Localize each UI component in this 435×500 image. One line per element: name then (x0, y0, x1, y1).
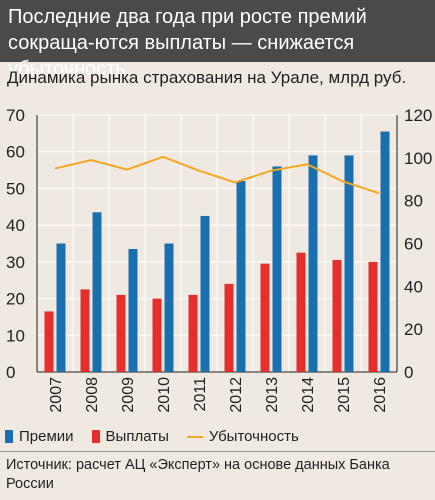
legend-swatch-vyplaty (91, 430, 100, 443)
right-tick-label: 120 (404, 106, 432, 125)
bar-vyplaty (188, 294, 198, 372)
line-ubytochnost (54, 155, 380, 195)
bar-premii (164, 243, 174, 372)
legend-swatch-premii (5, 430, 13, 443)
left-tick-label: 60 (6, 143, 25, 162)
left-tick-label: 0 (6, 363, 15, 382)
right-tick-label: 60 (404, 235, 423, 254)
bar-vyplaty (260, 263, 270, 372)
left-tick-label: 10 (6, 326, 25, 345)
bar-premii (56, 243, 66, 372)
bar-premii (92, 212, 102, 372)
left-tick-label: 70 (6, 106, 25, 125)
right-tick-label: 40 (404, 277, 423, 296)
bar-premii (128, 249, 138, 372)
x-tick-label: 2009 (120, 377, 137, 413)
bar-premii (236, 181, 246, 372)
bar-premii (308, 155, 318, 372)
legend-item-ubytochnost: Убыточность (186, 428, 299, 445)
x-tick-label: 2014 (300, 377, 317, 413)
x-tick-label: 2011 (192, 377, 209, 412)
bar-vyplaty (80, 289, 90, 372)
bar-vyplaty (224, 283, 234, 372)
left-tick-label: 40 (6, 216, 25, 235)
headline: Последние два года при росте премий сокр… (0, 0, 435, 80)
legend-swatch-ubytochnost (186, 435, 203, 438)
x-tick-label: 2008 (84, 377, 101, 413)
legend-label-premii: Премии (19, 428, 74, 445)
bar-premii (272, 166, 282, 372)
chart: 0 10 20 30 40 50 60 70 0 20 40 60 80 100 120 2007 2008 20… (6, 106, 432, 413)
right-tick-label: 0 (404, 363, 413, 382)
bar-vyplaty (152, 298, 162, 372)
bar-vyplaty (332, 260, 342, 372)
x-tick-label: 2012 (228, 377, 245, 413)
left-tick-label: 30 (6, 253, 25, 272)
right-tick-label: 20 (404, 320, 423, 339)
legend-label-ubytochnost: Убыточность (208, 428, 299, 445)
x-tick-label: 2010 (156, 377, 173, 413)
legend-label-vyplaty: Выплаты (105, 428, 169, 445)
right-tick-label: 100 (404, 149, 432, 168)
bar-vyplaty (296, 252, 306, 372)
chart-title: Динамика рынка страхования на Урале, млр… (7, 68, 407, 87)
bar-premii (380, 131, 390, 372)
left-tick-label: 50 (6, 179, 25, 198)
legend-item-vyplaty: Выплаты (91, 428, 169, 445)
bar-premii (344, 155, 354, 372)
bar-vyplaty (44, 311, 54, 372)
right-tick-label: 80 (404, 192, 423, 211)
source-note: Источник: расчет АЦ «Эксперт» на основе … (6, 457, 390, 492)
x-tick-label: 2015 (336, 377, 353, 413)
divider (0, 451, 435, 452)
left-tick-label: 20 (6, 290, 25, 309)
bar-premii (200, 215, 210, 372)
x-tick-label: 2007 (48, 377, 65, 413)
bar-vyplaty (116, 294, 126, 372)
legend: Премии Выплаты Убыточность (5, 428, 317, 445)
x-tick-label: 2013 (264, 377, 281, 413)
legend-item-premii: Премии (5, 428, 74, 445)
x-tick-label: 2016 (372, 377, 389, 413)
bar-vyplaty (368, 261, 378, 372)
